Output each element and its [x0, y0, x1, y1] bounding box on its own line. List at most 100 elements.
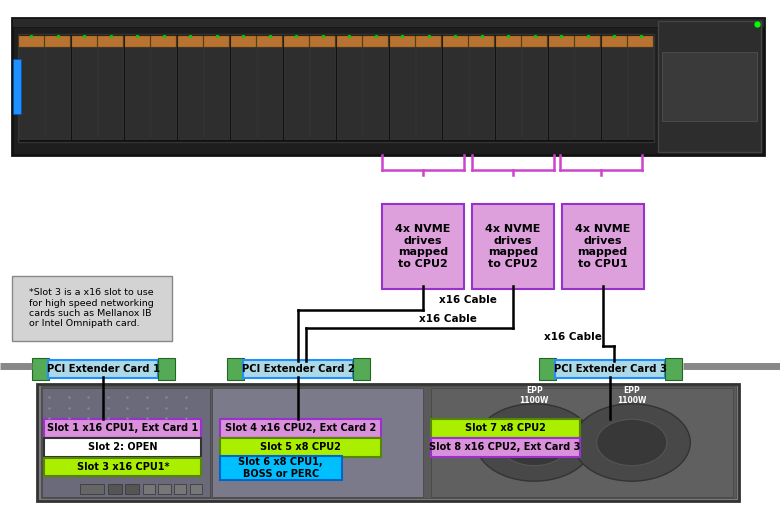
FancyBboxPatch shape	[310, 36, 335, 47]
Text: *Slot 3 is a x16 slot to use
for high speed networking
cards such as Mellanox IB: *Slot 3 is a x16 slot to use for high sp…	[30, 288, 154, 328]
FancyBboxPatch shape	[431, 438, 580, 457]
FancyBboxPatch shape	[19, 36, 44, 47]
Text: EPP
1100W: EPP 1100W	[519, 386, 549, 406]
FancyBboxPatch shape	[158, 358, 175, 380]
FancyBboxPatch shape	[665, 358, 682, 380]
FancyBboxPatch shape	[601, 36, 626, 139]
FancyBboxPatch shape	[42, 388, 210, 497]
FancyBboxPatch shape	[562, 204, 644, 289]
Text: 4x NVME
drives
mapped
to CPU1: 4x NVME drives mapped to CPU1	[575, 224, 630, 269]
FancyBboxPatch shape	[125, 36, 150, 139]
FancyBboxPatch shape	[190, 484, 202, 494]
FancyBboxPatch shape	[174, 484, 186, 494]
FancyBboxPatch shape	[44, 419, 201, 438]
Circle shape	[476, 404, 593, 481]
FancyBboxPatch shape	[125, 484, 139, 494]
Text: Slot 5 x8 CPU2: Slot 5 x8 CPU2	[260, 442, 341, 453]
Circle shape	[573, 404, 690, 481]
Text: Slot 2: OPEN: Slot 2: OPEN	[88, 442, 158, 453]
FancyBboxPatch shape	[523, 36, 548, 47]
FancyBboxPatch shape	[284, 36, 309, 47]
FancyBboxPatch shape	[363, 36, 388, 47]
FancyBboxPatch shape	[204, 36, 229, 47]
Circle shape	[597, 419, 667, 465]
Circle shape	[499, 419, 569, 465]
FancyBboxPatch shape	[37, 384, 739, 501]
Text: Slot 7 x8 CPU2: Slot 7 x8 CPU2	[465, 423, 545, 433]
FancyBboxPatch shape	[158, 484, 171, 494]
FancyBboxPatch shape	[257, 36, 282, 139]
Text: Slot 8 x16 CPU2, Ext Card 3: Slot 8 x16 CPU2, Ext Card 3	[429, 442, 581, 453]
FancyBboxPatch shape	[496, 36, 521, 139]
FancyBboxPatch shape	[178, 36, 203, 139]
FancyBboxPatch shape	[310, 36, 335, 139]
FancyBboxPatch shape	[337, 36, 362, 139]
FancyBboxPatch shape	[12, 18, 764, 27]
FancyBboxPatch shape	[661, 52, 757, 121]
FancyBboxPatch shape	[496, 36, 521, 47]
FancyBboxPatch shape	[353, 358, 370, 380]
FancyBboxPatch shape	[45, 36, 70, 47]
Text: Slot 1 x16 CPU1, Ext Card 1: Slot 1 x16 CPU1, Ext Card 1	[48, 423, 198, 433]
FancyBboxPatch shape	[18, 34, 654, 142]
FancyBboxPatch shape	[44, 458, 201, 476]
FancyBboxPatch shape	[98, 36, 123, 47]
Text: PCI Extender Card 1: PCI Extender Card 1	[47, 364, 160, 374]
FancyBboxPatch shape	[549, 36, 573, 139]
FancyBboxPatch shape	[390, 36, 415, 47]
Text: Slot 4 x16 CPU2, Ext Card 2: Slot 4 x16 CPU2, Ext Card 2	[225, 423, 376, 433]
Text: Slot 3 x16 CPU1*: Slot 3 x16 CPU1*	[76, 462, 169, 472]
FancyBboxPatch shape	[98, 36, 123, 139]
FancyBboxPatch shape	[443, 36, 468, 47]
FancyBboxPatch shape	[80, 484, 104, 494]
FancyBboxPatch shape	[220, 438, 381, 457]
FancyBboxPatch shape	[44, 438, 201, 457]
FancyBboxPatch shape	[227, 358, 244, 380]
FancyBboxPatch shape	[72, 36, 97, 139]
FancyBboxPatch shape	[48, 360, 158, 378]
FancyBboxPatch shape	[231, 36, 256, 47]
FancyBboxPatch shape	[12, 276, 172, 341]
FancyBboxPatch shape	[19, 36, 44, 139]
FancyBboxPatch shape	[212, 388, 423, 497]
FancyBboxPatch shape	[72, 36, 97, 47]
FancyBboxPatch shape	[601, 36, 626, 47]
Text: 4x NVME
drives
mapped
to CPU2: 4x NVME drives mapped to CPU2	[395, 224, 451, 269]
Text: x16 Cable: x16 Cable	[438, 296, 497, 305]
FancyBboxPatch shape	[417, 36, 441, 47]
FancyBboxPatch shape	[231, 36, 256, 139]
FancyBboxPatch shape	[143, 484, 155, 494]
Text: 4x NVME
drives
mapped
to CPU2: 4x NVME drives mapped to CPU2	[485, 224, 541, 269]
Text: Slot 6 x8 CPU1,
BOSS or PERC: Slot 6 x8 CPU1, BOSS or PERC	[239, 457, 323, 479]
FancyBboxPatch shape	[151, 36, 176, 139]
FancyBboxPatch shape	[539, 358, 556, 380]
FancyBboxPatch shape	[431, 388, 733, 497]
FancyBboxPatch shape	[470, 36, 495, 139]
Text: x16 Cable: x16 Cable	[544, 332, 602, 342]
FancyBboxPatch shape	[243, 360, 353, 378]
FancyBboxPatch shape	[575, 36, 600, 47]
FancyBboxPatch shape	[549, 36, 573, 47]
FancyBboxPatch shape	[472, 204, 554, 289]
FancyBboxPatch shape	[284, 36, 309, 139]
Text: PCI Extender Card 2: PCI Extender Card 2	[242, 364, 355, 374]
FancyBboxPatch shape	[431, 419, 580, 438]
FancyBboxPatch shape	[390, 36, 415, 139]
FancyBboxPatch shape	[337, 36, 362, 47]
FancyBboxPatch shape	[204, 36, 229, 139]
FancyBboxPatch shape	[220, 456, 342, 480]
FancyBboxPatch shape	[417, 36, 441, 139]
Text: PCI Extender Card 3: PCI Extender Card 3	[554, 364, 667, 374]
FancyBboxPatch shape	[523, 36, 548, 139]
FancyBboxPatch shape	[45, 36, 70, 139]
FancyBboxPatch shape	[628, 36, 653, 139]
Text: x16 Cable: x16 Cable	[420, 314, 477, 324]
FancyBboxPatch shape	[470, 36, 495, 47]
FancyBboxPatch shape	[125, 36, 150, 47]
FancyBboxPatch shape	[151, 36, 176, 47]
FancyBboxPatch shape	[41, 386, 736, 498]
FancyBboxPatch shape	[32, 358, 49, 380]
FancyBboxPatch shape	[382, 204, 464, 289]
FancyBboxPatch shape	[443, 36, 468, 139]
FancyBboxPatch shape	[658, 21, 760, 152]
